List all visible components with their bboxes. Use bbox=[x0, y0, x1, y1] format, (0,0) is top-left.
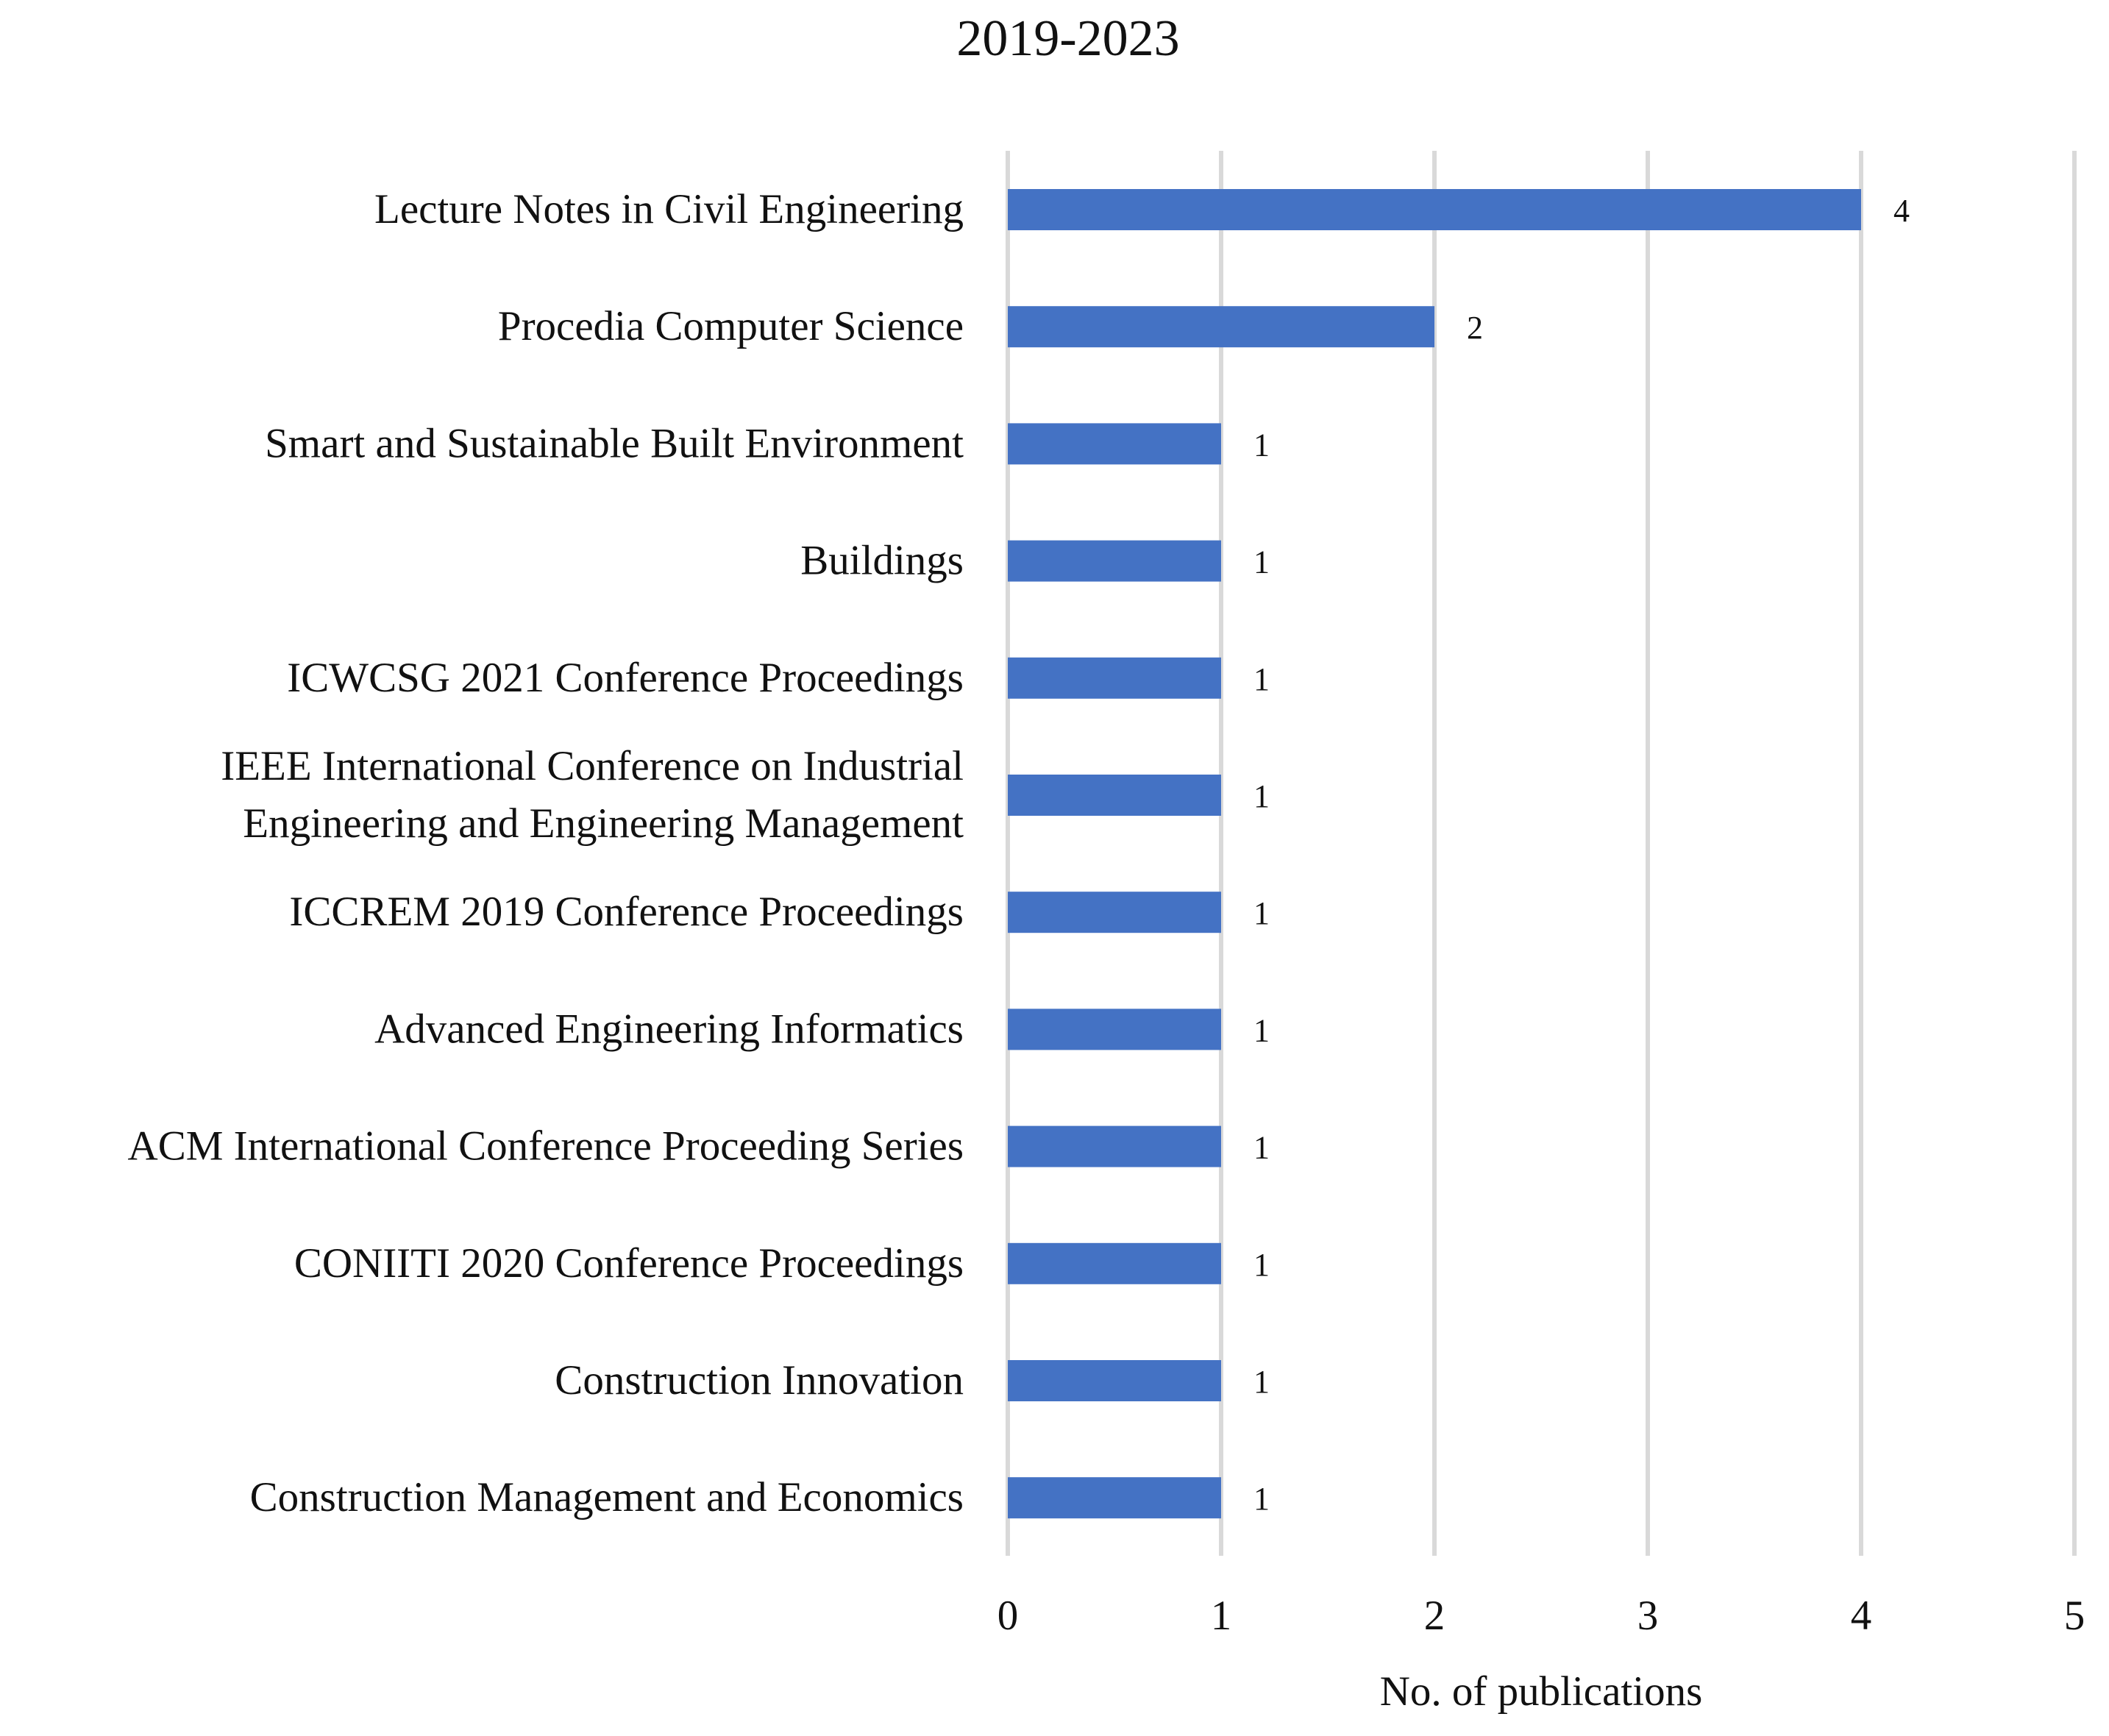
category-label: Smart and Sustainable Built Environment bbox=[265, 420, 964, 466]
data-label: 1 bbox=[1253, 895, 1270, 931]
data-label: 1 bbox=[1253, 544, 1270, 580]
x-axis-ticks: 0 1 2 3 4 5 bbox=[997, 1593, 2085, 1639]
category-label: Engineering and Engineering Management bbox=[243, 800, 964, 847]
data-label: 2 bbox=[1467, 310, 1483, 346]
category-label: Buildings bbox=[800, 538, 964, 584]
data-label: 1 bbox=[1253, 661, 1270, 697]
x-tick-label: 3 bbox=[1637, 1593, 1659, 1639]
bar bbox=[1008, 423, 1221, 465]
category-label: ICCREM 2019 Conference Proceedings bbox=[289, 889, 964, 935]
category-label: Lecture Notes in Civil Engineering bbox=[374, 186, 964, 232]
bar bbox=[1008, 306, 1434, 348]
gridlines bbox=[1006, 151, 2077, 1556]
bars bbox=[1008, 189, 1861, 1519]
bar bbox=[1008, 892, 1221, 933]
category-label: IEEE International Conference on Industr… bbox=[221, 743, 964, 789]
bar bbox=[1008, 189, 1861, 230]
bar bbox=[1008, 1125, 1221, 1167]
data-label: 1 bbox=[1253, 778, 1270, 814]
category-label: CONIITI 2020 Conference Proceedings bbox=[294, 1240, 964, 1287]
x-tick-label: 1 bbox=[1211, 1593, 1232, 1639]
category-label: ACM International Conference Proceeding … bbox=[128, 1123, 964, 1170]
chart-title: 2019-2023 bbox=[956, 10, 1179, 67]
bar bbox=[1008, 540, 1221, 582]
category-label: Advanced Engineering Informatics bbox=[374, 1006, 964, 1052]
x-axis-title: No. of publications bbox=[1380, 1668, 1703, 1715]
bar bbox=[1008, 775, 1221, 816]
category-label: Procedia Computer Science bbox=[498, 303, 964, 349]
data-label: 1 bbox=[1253, 1481, 1270, 1517]
x-tick-label: 0 bbox=[997, 1593, 1019, 1639]
data-labels: 4 2 1 1 1 1 1 1 1 1 1 1 bbox=[1253, 193, 1910, 1517]
bar bbox=[1008, 1360, 1221, 1401]
category-labels: Lecture Notes in Civil Engineering Proced… bbox=[128, 186, 964, 1520]
bar bbox=[1008, 657, 1221, 699]
category-label: Construction Innovation bbox=[555, 1357, 964, 1404]
data-label: 1 bbox=[1253, 1364, 1270, 1400]
bar bbox=[1008, 1477, 1221, 1519]
bar bbox=[1008, 1242, 1221, 1284]
data-label: 1 bbox=[1253, 1012, 1270, 1048]
category-label: Construction Management and Economics bbox=[250, 1474, 964, 1520]
x-tick-label: 4 bbox=[1851, 1593, 1872, 1639]
bar bbox=[1008, 1008, 1221, 1050]
data-label: 1 bbox=[1253, 1247, 1270, 1283]
x-tick-label: 5 bbox=[2064, 1593, 2085, 1639]
x-tick-label: 2 bbox=[1424, 1593, 1445, 1639]
data-label: 1 bbox=[1253, 1130, 1270, 1166]
data-label: 1 bbox=[1253, 427, 1270, 463]
data-label: 4 bbox=[1893, 193, 1910, 229]
category-label: ICWCSG 2021 Conference Proceedings bbox=[287, 655, 964, 701]
